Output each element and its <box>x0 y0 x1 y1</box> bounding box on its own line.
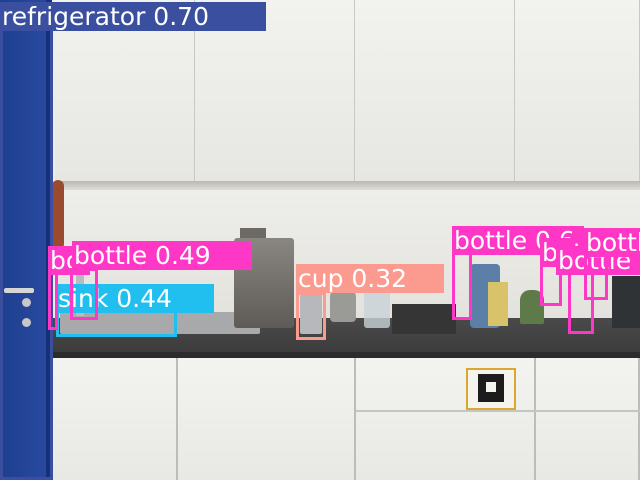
label-cup: cup 0.32 <box>296 264 444 293</box>
refrigerator-edge <box>46 0 52 480</box>
blender <box>364 290 390 328</box>
kettle <box>330 292 356 322</box>
bbox-bottle <box>48 270 58 330</box>
sink-basin <box>60 312 260 334</box>
drawer-line <box>356 410 640 412</box>
lower-cabinet <box>178 358 356 480</box>
lower-cabinet <box>52 358 178 480</box>
refrigerator-door <box>0 0 52 480</box>
bbox-bottle <box>70 268 98 320</box>
upper-cabinet <box>515 0 640 182</box>
label-refrigerator: refrigerator 0.70 <box>0 2 266 31</box>
package <box>488 282 508 326</box>
bbox-bottle <box>452 250 472 320</box>
marker-dot <box>486 382 496 392</box>
lock-knob <box>22 298 31 307</box>
refrigerator-handle <box>4 288 34 293</box>
bbox-refrigerator <box>0 2 53 480</box>
upper-cabinet <box>355 0 515 182</box>
bbox-bottle <box>584 252 608 300</box>
cabinet-shadow <box>55 181 640 191</box>
towel <box>52 180 64 250</box>
cup-object <box>300 294 322 334</box>
bbox-cup <box>296 292 326 340</box>
lower-cabinet <box>536 358 640 480</box>
label-bottle: bottle 0.49 <box>72 241 252 270</box>
label-bottle: bottle <box>584 228 640 257</box>
toaster <box>612 276 640 328</box>
lock-knob <box>22 318 31 327</box>
label-sink: sink 0.44 <box>56 284 214 313</box>
cooktop <box>392 304 456 334</box>
countertop-edge <box>50 352 640 358</box>
fiducial-marker <box>466 368 516 410</box>
